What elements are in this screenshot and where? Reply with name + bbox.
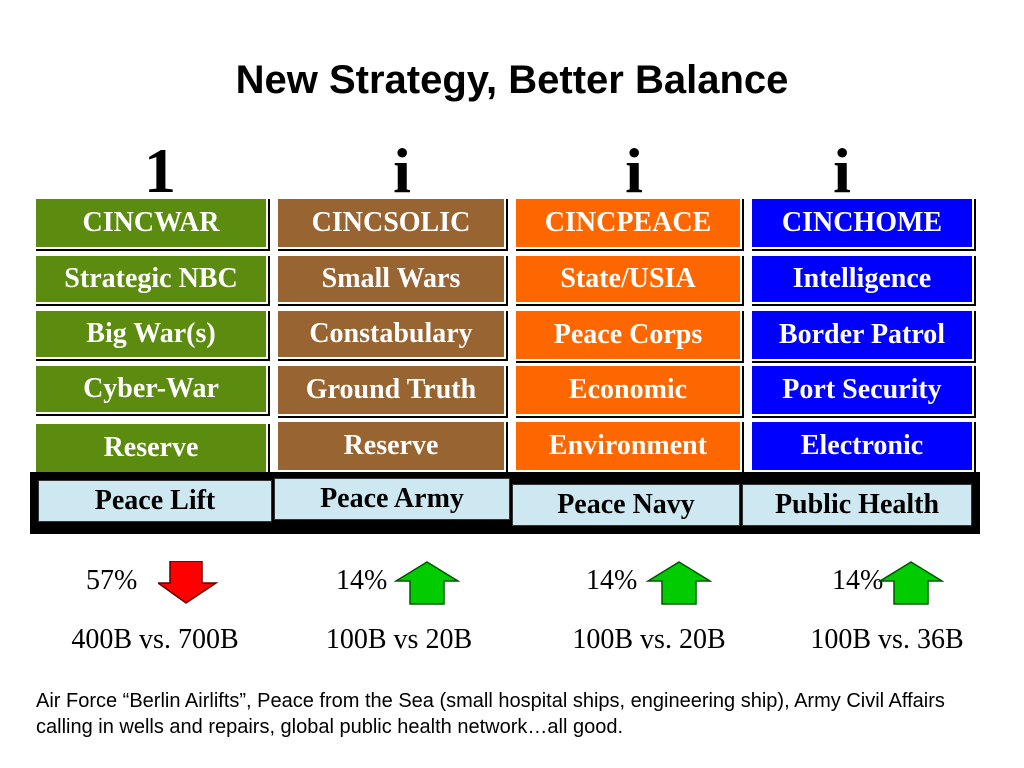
column-glyph-1: 1	[144, 135, 176, 206]
cincpeace-item-4: Environment	[514, 420, 742, 472]
peace-strip-cell-1: Peace Lift	[38, 480, 272, 522]
cinchome-item-4: Electronic	[750, 420, 974, 472]
cincwar-item-4: Reserve	[34, 422, 268, 474]
peace-strip-cell-2: Peace Army	[274, 478, 510, 520]
peace-strip-cell-3: Peace Navy	[512, 484, 740, 526]
cincsolic-item-4: Reserve	[276, 420, 506, 472]
share-percent-3: 14%	[586, 565, 638, 596]
cincpeace-item-1: State/USIA	[514, 254, 742, 304]
up-arrow-icon	[878, 561, 944, 605]
cincsolic-header: CINCSOLIC	[276, 197, 506, 249]
cinchome-header: CINCHOME	[750, 197, 974, 249]
column-glyph-2: i	[393, 135, 411, 206]
footnote: Air Force “Berlin Airlifts”, Peace from …	[36, 690, 945, 738]
slide-title: New Strategy, Better Balance	[235, 58, 789, 102]
cincpeace-item-2: Peace Corps	[514, 309, 742, 361]
cincwar-item-1: Strategic NBC	[34, 254, 268, 304]
cinchome-item-2: Border Patrol	[750, 309, 974, 361]
cincsolic-item-3: Ground Truth	[276, 364, 506, 416]
share-percent-4: 14%	[832, 565, 884, 596]
cincwar-item-3: Cyber-War	[34, 364, 268, 414]
cincwar-item-2: Big War(s)	[34, 309, 268, 359]
up-arrow-icon	[646, 561, 712, 605]
share-comparison-1: 400B vs. 700B	[71, 624, 239, 655]
share-comparison-4: 100B vs. 36B	[810, 624, 964, 655]
cincsolic-item-1: Small Wars	[276, 254, 506, 304]
share-percent-2: 14%	[336, 565, 388, 596]
share-comparison-2: 100B vs 20B	[325, 624, 473, 655]
cinchome-item-3: Port Security	[750, 364, 974, 416]
share-percent-1: 57%	[86, 565, 138, 596]
share-comparison-3: 100B vs. 20B	[572, 624, 726, 655]
peace-strip-cell-4: Public Health	[742, 484, 972, 526]
cinchome-item-1: Intelligence	[750, 254, 974, 304]
column-glyph-4: i	[833, 135, 851, 206]
up-arrow-icon	[394, 561, 460, 605]
cincpeace-header: CINCPEACE	[514, 197, 742, 249]
cincpeace-item-3: Economic	[514, 364, 742, 416]
down-arrow-icon	[158, 561, 219, 604]
cincsolic-item-2: Constabulary	[276, 309, 506, 359]
column-glyph-3: i	[625, 135, 643, 206]
cincwar-header: CINCWAR	[34, 197, 268, 249]
